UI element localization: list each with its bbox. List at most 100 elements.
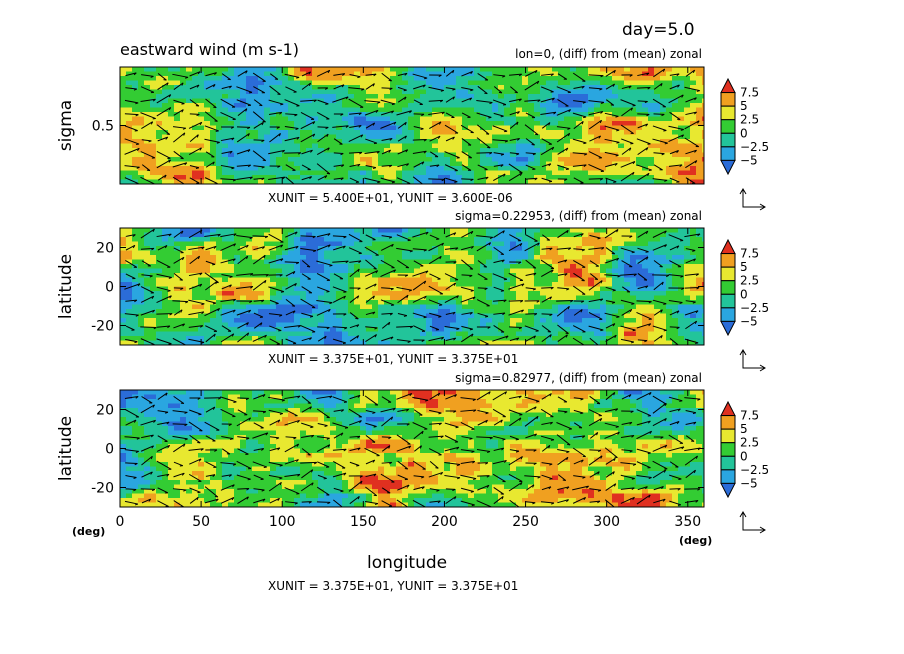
wind-vector-head [553, 111, 557, 115]
wind-vector-head [518, 98, 522, 102]
contour-cell [582, 166, 589, 172]
contour-cell [630, 80, 637, 86]
contour-cell [144, 67, 151, 73]
contour-cell [594, 237, 601, 243]
contour-cell [312, 161, 319, 167]
contour-cell [240, 116, 247, 122]
contour-cell [144, 125, 151, 131]
contour-cell [426, 250, 433, 256]
contour-cell [594, 85, 601, 91]
contour-cell [222, 125, 229, 131]
contour-cell [258, 89, 265, 95]
contour-cell [204, 309, 211, 315]
contour-cell [336, 76, 343, 82]
contour-cell [384, 268, 391, 274]
contour-cell [318, 232, 325, 238]
contour-cell [654, 175, 661, 181]
contour-cell [528, 175, 535, 181]
wind-vector-head [498, 91, 502, 94]
contour-cell [630, 300, 637, 306]
contour-cell [504, 166, 511, 172]
contour-cell [282, 85, 289, 91]
contour-cell [564, 76, 571, 82]
contour-cell [582, 300, 589, 306]
contour-cell [414, 268, 421, 274]
contour-cell [498, 116, 505, 122]
contour-cell [582, 143, 589, 149]
contour-cell [132, 295, 139, 301]
contour-cell [240, 67, 247, 73]
contour-cell [486, 125, 493, 131]
contour-cell [402, 228, 409, 234]
contour-cell [372, 67, 379, 73]
contour-cell [150, 80, 157, 86]
contour-cell [444, 228, 451, 234]
contour-cell [486, 148, 493, 154]
contour-cell [684, 116, 691, 122]
contour-cell [606, 161, 613, 167]
wind-vector [220, 137, 235, 142]
contour-cell [516, 277, 523, 283]
contour-cell [396, 76, 403, 82]
contour-cell [450, 125, 457, 131]
contour-cell [462, 264, 469, 270]
wind-vector-head [404, 122, 407, 126]
contour-cell [576, 273, 583, 279]
contour-cell [432, 85, 439, 91]
contour-cell [624, 179, 631, 184]
wind-vector [333, 177, 344, 180]
contour-cell [264, 246, 271, 252]
contour-cell [252, 139, 259, 145]
contour-cell [648, 304, 655, 310]
contour-cell [552, 268, 559, 274]
contour-cell [624, 157, 631, 163]
contour-cell [648, 277, 655, 283]
contour-cell [606, 89, 613, 95]
contour-cell [534, 130, 541, 136]
contour-cell [252, 175, 259, 181]
contour-cell [528, 89, 535, 95]
contour-cell [246, 179, 253, 184]
contour-cell [324, 228, 331, 234]
contour-cell [366, 273, 373, 279]
contour-cell [378, 170, 385, 176]
contour-cell [342, 175, 349, 181]
contour-cell [168, 107, 175, 113]
contour-cell [702, 157, 704, 163]
contour-cell [180, 237, 187, 243]
contour-cell [402, 103, 409, 109]
wind-vector-head [548, 163, 552, 167]
contour-cell [462, 250, 469, 256]
contour-cell [126, 152, 133, 158]
contour-cell [426, 152, 433, 158]
contour-cell [558, 143, 565, 149]
contour-cell [258, 143, 265, 149]
contour-cell [534, 304, 541, 310]
wind-vector [492, 139, 508, 142]
contour-cell [240, 179, 247, 184]
contour-cell [600, 170, 607, 176]
contour-cell [696, 170, 703, 176]
contour-cell [156, 250, 163, 256]
contour-cell [492, 179, 499, 184]
contour-cell [288, 121, 295, 127]
contour-cell [606, 291, 613, 297]
wind-vector-head [661, 113, 665, 117]
contour-cell [180, 89, 187, 95]
contour-cell [612, 268, 619, 274]
contour-cell [354, 71, 361, 77]
contour-cell [384, 241, 391, 247]
contour-cell [186, 107, 193, 113]
contour-cell [348, 94, 355, 100]
wind-vector [124, 138, 140, 145]
contour-cell [624, 268, 631, 274]
contour-cell [162, 76, 169, 82]
contour-cell [336, 175, 343, 181]
contour-cell [558, 157, 565, 163]
contour-cell [498, 300, 505, 306]
contour-cell [552, 139, 559, 145]
contour-cell [444, 103, 451, 109]
contour-cell [156, 175, 163, 181]
contour-cell [468, 121, 475, 127]
contour-cell [336, 228, 343, 234]
